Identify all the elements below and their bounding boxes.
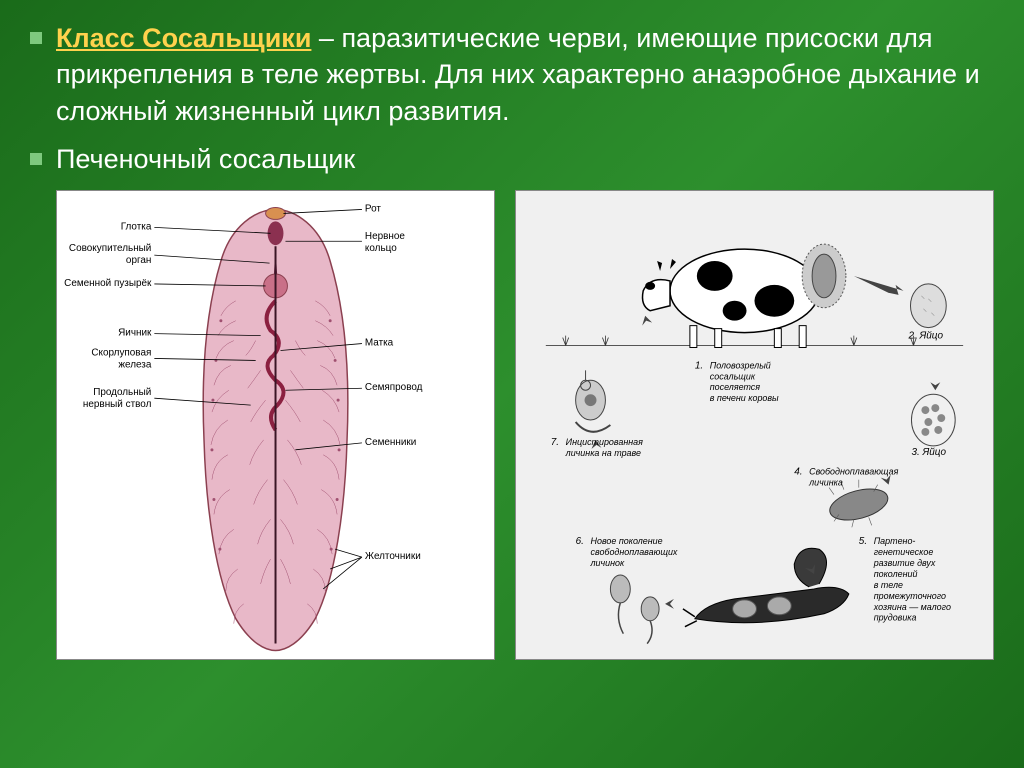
stage3-egg	[912, 394, 956, 446]
stage7-cyst	[576, 370, 611, 431]
s4n: 4.	[794, 466, 802, 477]
stage-labels: 1. Половозрелый сосальщик поселяется в п…	[551, 330, 951, 622]
s6t1: Новое поколение	[591, 536, 663, 546]
s5t4: поколений	[874, 569, 918, 579]
label-sovok2: орган	[126, 255, 151, 266]
s5t6: промежуточного	[874, 591, 946, 601]
bullet-marker	[30, 153, 42, 165]
highlight-1: Класс Сосальщики	[56, 23, 311, 53]
s7t1: Инцистированная	[566, 437, 643, 447]
s5t7: хозяина — малого	[873, 602, 951, 612]
bullet-text-1: Класс Сосальщики – паразитические черви,…	[56, 20, 994, 129]
s1-num: 1.	[695, 360, 703, 371]
label-nerv1: Нервное	[365, 231, 405, 242]
label-matka: Матка	[365, 337, 394, 348]
label-semen: Семенники	[365, 437, 416, 448]
grass	[563, 335, 917, 345]
label-rot: Рот	[365, 203, 381, 214]
label-semennoi: Семенной пузырёк	[64, 278, 152, 289]
bullet-text-2: Печеночный сосальщик	[56, 141, 355, 177]
anatomy-diagram: Глотка Совокупительный орган Семенной пу…	[56, 190, 495, 660]
label-glotka: Глотка	[121, 221, 152, 232]
s4t1: Свободноплавающая	[809, 466, 898, 476]
s5t1: Партено-	[874, 536, 916, 546]
stage6-cercariae	[610, 575, 659, 644]
stage5-snail	[683, 548, 849, 626]
label-skorl2: железа	[118, 359, 151, 370]
images-row: Глотка Совокупительный орган Семенной пу…	[30, 190, 994, 660]
s2: 2. Яйцо	[908, 330, 944, 341]
oral-sucker	[266, 207, 286, 219]
s1t3: поселяется	[710, 382, 761, 392]
s7t2: личинка на траве	[565, 448, 641, 458]
bullet-1: Класс Сосальщики – паразитические черви,…	[30, 20, 994, 129]
bullet-2: Печеночный сосальщик	[30, 141, 994, 177]
label-zhelt: Желточники	[365, 551, 421, 562]
label-sovok1: Совокупительный	[69, 243, 151, 254]
s5t3: развитие двух	[873, 558, 936, 568]
cow	[643, 244, 846, 347]
s6t3: личинок	[590, 558, 625, 568]
lifecycle-diagram: 1. Половозрелый сосальщик поселяется в п…	[515, 190, 994, 660]
s6t2: свободноплавающих	[591, 547, 678, 557]
s6n: 6.	[576, 536, 584, 547]
rest-2: Печеночный сосальщик	[56, 144, 355, 174]
s7n: 7.	[551, 437, 559, 448]
label-semya: Семяпровод	[365, 382, 423, 393]
s5t8: прудовика	[874, 612, 917, 622]
s1t2: сосальщик	[710, 371, 756, 381]
s5t2: генетическое	[874, 547, 934, 557]
label-prod2: нервный ствол	[83, 399, 152, 410]
label-skorl1: Скорлуповая	[91, 347, 151, 358]
label-prod1: Продольный	[93, 387, 151, 398]
label-yaichnik: Яичник	[118, 327, 152, 338]
label-nerv2: кольцо	[365, 243, 397, 254]
anatomy-svg: Глотка Совокупительный орган Семенной пу…	[57, 191, 494, 659]
lifecycle-svg: 1. Половозрелый сосальщик поселяется в п…	[516, 191, 993, 659]
s1t1: Половозрелый	[710, 360, 771, 370]
s1t4: в печени коровы	[710, 393, 779, 403]
s5t5: в теле	[874, 580, 903, 590]
stage2-egg	[911, 284, 947, 328]
s5n: 5.	[859, 536, 867, 547]
s3: 3. Яйцо	[912, 447, 947, 458]
bullet-marker	[30, 32, 42, 44]
s4t2: личинка	[808, 477, 843, 487]
